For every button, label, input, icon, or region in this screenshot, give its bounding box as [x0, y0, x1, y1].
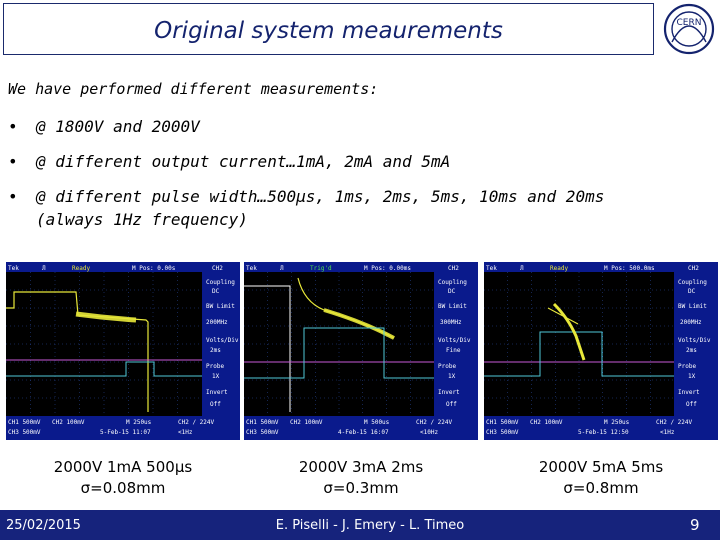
- scope-menu-label: Invert: [438, 389, 460, 396]
- scope-status-text: <1Hz: [178, 429, 193, 436]
- scope-topbar-label: CH2: [212, 265, 223, 272]
- bullet-dot-icon: •: [8, 117, 18, 136]
- scope-topbar-label: M Pos: 0.00s: [132, 265, 176, 272]
- scope-status-text: CH2 100mV: [290, 419, 323, 426]
- bullet-text: @ 1800V and 2000V: [36, 117, 200, 136]
- scope-topbar-label: M Pos: 500.0ms: [604, 265, 655, 272]
- oscilloscope-screenshot-2: Tek Л Trig'd M Pos: 0.00ms CH2 Coupling …: [244, 262, 478, 440]
- scope-caption-2: 2000V 3mA 2ms σ=0.3mm: [244, 457, 478, 499]
- scope-menu-value: Off: [446, 401, 457, 408]
- scope-menu-value: DC: [688, 288, 696, 295]
- scope-menu-label: Probe: [678, 363, 696, 370]
- page-number: 9: [690, 516, 700, 534]
- scope-menu-label: BW Limit: [438, 303, 467, 310]
- caption-settings: 2000V 1mA 500µs: [53, 458, 193, 476]
- scope-menu-value: DC: [448, 288, 456, 295]
- bullet-dot-icon: •: [8, 187, 18, 206]
- scope-topbar-label: CH2: [688, 265, 699, 272]
- scope-topbar-label: Л: [280, 265, 284, 272]
- scope-status-text: 4-Feb-15 16:07: [338, 429, 389, 436]
- intro-text: We have performed different measurements…: [8, 80, 379, 98]
- scope-status-text: <10Hz: [420, 429, 438, 436]
- cern-logo-icon: CERN: [663, 3, 715, 55]
- oscilloscope-screenshot-1: Tek Л Ready M Pos: 0.00s CH2 Coupling DC…: [6, 262, 240, 440]
- scope-topbar-label: Л: [42, 265, 46, 272]
- scope-menu-label: Probe: [438, 363, 456, 370]
- scope-status-text: CH2 100mV: [530, 419, 563, 426]
- scope-topbar-label: Ready: [550, 265, 568, 272]
- scope-menu-label: Volts/Div: [206, 337, 239, 344]
- scope-caption-1: 2000V 1mA 500µs σ=0.08mm: [6, 457, 240, 499]
- bullet-text: @ different pulse width…500µs, 1ms, 2ms,…: [36, 187, 605, 206]
- scope-status-text: <1Hz: [660, 429, 675, 436]
- scope-topbar-label: Trig'd: [310, 265, 332, 272]
- scope-menu-value: 1X: [448, 373, 456, 380]
- scope-topbar-label: Tek: [246, 265, 257, 272]
- scope-status-text: CH2 ∕ 224V: [178, 419, 215, 426]
- oscilloscope-screenshot-3: Tek Л Ready M Pos: 500.0ms CH2 Coupling …: [484, 262, 718, 440]
- footer-date: 25/02/2015: [6, 518, 81, 533]
- caption-sigma: σ=0.3mm: [323, 479, 399, 497]
- caption-settings: 2000V 5mA 5ms: [538, 458, 664, 476]
- scope-menu-label: BW Limit: [678, 303, 707, 310]
- scope-menu-value: 1X: [212, 373, 220, 380]
- scope-menu-label: BW Limit: [206, 303, 235, 310]
- scope-status-text: M 250us: [604, 419, 630, 426]
- scope-topbar-label: Ready: [72, 265, 90, 272]
- scope-topbar-label: Л: [520, 265, 524, 272]
- title-box: Original system meaurements: [3, 3, 654, 55]
- scope-status-text: 5-Feb-15 11:07: [100, 429, 151, 436]
- bullet-subtext: (always 1Hz frequency): [36, 210, 248, 229]
- scope-menu-value: 200MHz: [206, 319, 228, 326]
- scope-status-text: CH1 500mV: [8, 419, 41, 426]
- scope-status-text: 5-Feb-15 12:50: [578, 429, 629, 436]
- scope-status-text: CH1 500mV: [486, 419, 519, 426]
- scope-menu-value: Off: [686, 401, 697, 408]
- scope-status-text: CH2 ∕ 224V: [656, 419, 693, 426]
- scope-topbar-label: M Pos: 0.00ms: [364, 265, 411, 272]
- bullet-text: @ different output current…1mA, 2mA and …: [36, 152, 451, 171]
- footer-bar: [0, 510, 720, 540]
- logo-text: CERN: [677, 18, 702, 28]
- scope-menu-value: DC: [212, 288, 220, 295]
- scope-status-text: CH3 500mV: [8, 429, 41, 436]
- scope-menu-label: Probe: [206, 363, 224, 370]
- slide-title: Original system meaurements: [154, 18, 503, 44]
- scope-topbar-label: Tek: [486, 265, 497, 272]
- caption-settings: 2000V 3mA 2ms: [298, 458, 424, 476]
- scope-menu-value: Fine: [446, 347, 461, 354]
- scope-menu-label: Invert: [206, 389, 228, 396]
- scope-menu-value: Off: [210, 401, 221, 408]
- scope-status-text: CH2 100mV: [52, 419, 85, 426]
- scope-menu-value: 1X: [688, 373, 696, 380]
- scope-menu-value: 2ms: [210, 347, 221, 354]
- scope-topbar-label: CH2: [448, 265, 459, 272]
- scope-menu-label: Volts/Div: [438, 337, 471, 344]
- scope-menu-value: 200MHz: [680, 319, 702, 326]
- footer-authors: E. Piselli - J. Emery - L. Timeo: [275, 518, 465, 533]
- scope-caption-3: 2000V 5mA 5ms σ=0.8mm: [484, 457, 718, 499]
- scope-menu-label: Volts/Div: [678, 337, 711, 344]
- scope-menu-value: 300MHz: [440, 319, 462, 326]
- scope-menu-label: Coupling: [206, 279, 235, 286]
- bullet-dot-icon: •: [8, 152, 18, 171]
- scope-status-text: CH1 500mV: [246, 419, 279, 426]
- scope-status-text: M 500us: [364, 419, 390, 426]
- scope-topbar-label: Tek: [8, 265, 19, 272]
- scope-menu-value: 2ms: [686, 347, 697, 354]
- scope-status-text: M 250us: [126, 419, 152, 426]
- scope-status-text: CH3 500mV: [486, 429, 519, 436]
- scope-menu-label: Coupling: [678, 279, 707, 286]
- scope-menu-label: Coupling: [438, 279, 467, 286]
- scope-menu-label: Invert: [678, 389, 700, 396]
- scope-status-text: CH3 500mV: [246, 429, 279, 436]
- scope-status-text: CH2 ∕ 224V: [416, 419, 453, 426]
- caption-sigma: σ=0.08mm: [80, 479, 166, 497]
- caption-sigma: σ=0.8mm: [563, 479, 639, 497]
